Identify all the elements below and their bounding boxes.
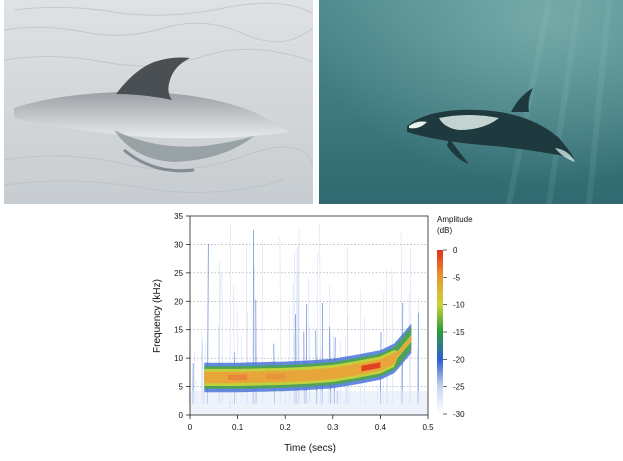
y-tick-label: 5 (179, 383, 184, 392)
dolphin-underwater-photo (319, 0, 623, 204)
x-tick-label: 0.5 (422, 423, 434, 432)
x-tick-label: 0.3 (327, 423, 339, 432)
y-axis-label: Frequency (kHz) (152, 279, 163, 353)
dolphin-surface-photo (4, 0, 313, 204)
band-peak (228, 374, 247, 380)
y-tick-label: 10 (174, 354, 183, 363)
y-axis-ticks: 0 5 10 15 20 25 30 35 (174, 212, 190, 420)
colorbar-label-line1: Amplitude (437, 215, 473, 224)
y-tick-label: 0 (179, 411, 184, 420)
x-tick-label: 0.4 (375, 423, 387, 432)
x-axis-ticks: 0 0.1 0.2 0.3 0.4 0.5 (188, 415, 434, 432)
y-tick-label: 15 (174, 326, 183, 335)
colorbar-tick-label: 0 (453, 246, 458, 255)
x-axis-label: Time (secs) (284, 443, 336, 454)
x-tick-label: 0 (188, 423, 193, 432)
y-tick-label: 20 (174, 297, 183, 306)
colorbar-tick-label: -15 (453, 328, 465, 337)
colorbar-tick-label: -30 (453, 410, 465, 419)
spectrogram-chart: 0 5 10 15 20 25 30 35 0 0.1 0.2 0.3 0.4 0.5 Time (se… (0, 204, 623, 456)
spectrogram-figure: 0 5 10 15 20 25 30 35 0 0.1 0.2 0.3 0.4 0.5 Time (se… (0, 204, 623, 456)
y-tick-label: 35 (174, 212, 183, 221)
colorbar-tick-label: -25 (453, 383, 465, 392)
band-peak (266, 374, 285, 380)
y-tick-label: 25 (174, 269, 183, 278)
colorbar-tick-label: -20 (453, 355, 465, 364)
colorbar-label-line2: (dB) (437, 226, 452, 235)
colorbar (437, 250, 443, 414)
x-tick-label: 0.1 (232, 423, 244, 432)
colorbar-ticks: 0 -5 -10 -15 -20 -25 -30 (443, 246, 465, 419)
colorbar-tick-label: -10 (453, 301, 465, 310)
colorbar-tick-label: -5 (453, 273, 461, 282)
y-tick-label: 30 (174, 240, 183, 249)
x-tick-label: 0.2 (280, 423, 292, 432)
noise-floor (190, 391, 428, 415)
